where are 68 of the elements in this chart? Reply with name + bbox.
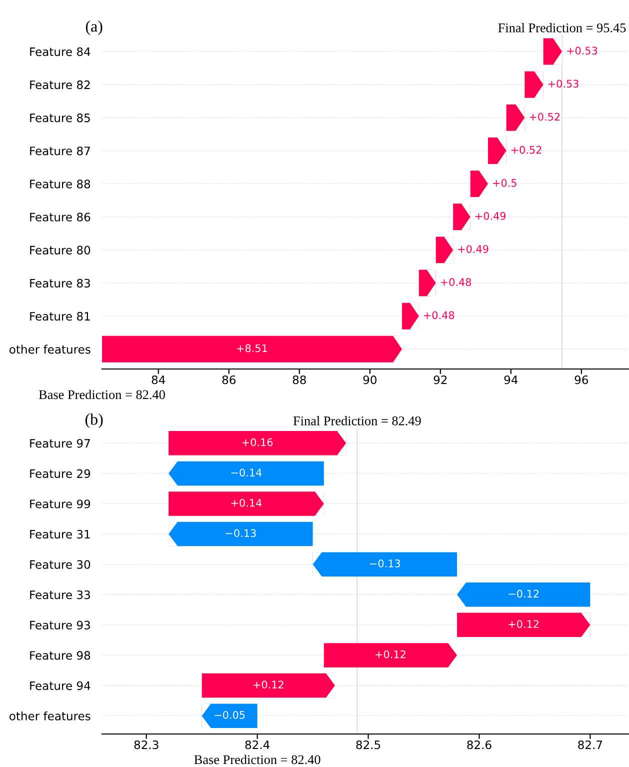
bar xyxy=(457,582,590,607)
x-tick-label: 82.5 xyxy=(356,740,380,750)
y-tick-label: Feature 29 xyxy=(30,469,90,478)
data-label: +0.49 xyxy=(458,245,488,253)
y-tick-label: Feature 98 xyxy=(30,651,90,660)
text: Base Prediction = 82.40 xyxy=(38,390,165,400)
data-label: +0.12 xyxy=(508,620,539,628)
y-tick-label: Feature 85 xyxy=(30,113,90,122)
y-tick-label: Feature 97 xyxy=(30,438,90,448)
y-tick-label: Feature 82 xyxy=(30,80,90,90)
x-tick-label: 92 xyxy=(434,375,447,384)
data-label: −0.12 xyxy=(508,590,539,598)
bar xyxy=(168,431,346,456)
y-tick-label: Feature 84 xyxy=(30,47,90,56)
data-label: −0.13 xyxy=(370,559,400,568)
x-tick-label: 90 xyxy=(363,375,376,384)
x-tick-label: 82.4 xyxy=(245,740,270,750)
bar xyxy=(202,673,335,698)
x-tick-label: 82.7 xyxy=(578,740,602,750)
x-tick-label: 86 xyxy=(222,375,236,384)
y-tick-label: Feature 31 xyxy=(30,530,90,539)
y-tick-label: Feature 33 xyxy=(30,590,90,600)
data-label: +0.12 xyxy=(254,680,284,689)
data-label: +0.48 xyxy=(440,278,472,286)
data-label: +0.52 xyxy=(530,112,560,121)
x-tick-label: 96 xyxy=(574,375,588,384)
bar xyxy=(168,492,324,516)
data-label: +0.16 xyxy=(242,438,273,446)
y-tick-label: Feature 83 xyxy=(30,278,90,288)
data-label: +0.49 xyxy=(475,212,506,220)
bar xyxy=(102,336,402,362)
data-label: +0.12 xyxy=(376,650,406,658)
data-label: +8.51 xyxy=(237,344,267,352)
y-tick-label: Feature 87 xyxy=(30,146,90,156)
y-tick-label: Feature 88 xyxy=(30,180,90,188)
x-tick-label: 82.3 xyxy=(134,740,158,750)
bar xyxy=(312,552,458,576)
bar xyxy=(168,461,324,486)
bar xyxy=(324,643,458,668)
data-label: +0.5 xyxy=(493,178,516,187)
y-tick-label: Feature 93 xyxy=(30,620,90,630)
data-label: +0.52 xyxy=(511,146,542,154)
text: Base Prediction = 82.40 xyxy=(194,754,320,764)
data-label: +0.53 xyxy=(548,80,578,88)
y-tick-label: other features xyxy=(10,711,90,720)
y-tick-label: other features xyxy=(10,344,90,354)
y-tick-label: Feature 99 xyxy=(30,500,90,508)
bar xyxy=(457,612,590,638)
y-tick-label: Feature 94 xyxy=(30,681,90,690)
x-tick-label: 94 xyxy=(504,375,518,384)
data-label: −0.05 xyxy=(214,710,245,719)
data-label: +0.48 xyxy=(424,311,454,320)
x-tick-label: 84 xyxy=(152,375,166,384)
y-tick-label: Feature 30 xyxy=(30,560,90,569)
data-label: −0.14 xyxy=(231,468,262,476)
ref-line-label: Final Prediction = 95.45 xyxy=(498,23,626,32)
chart-title: (a) xyxy=(86,20,102,35)
data-label: −0.13 xyxy=(226,529,256,538)
x-tick-label: 88 xyxy=(292,375,306,384)
data-label: +0.53 xyxy=(567,46,598,55)
y-tick-label: Feature 80 xyxy=(30,246,90,254)
ref-line-label: Final Prediction = 82.49 xyxy=(293,416,421,426)
y-tick-label: Feature 81 xyxy=(30,312,90,321)
x-tick-label: 82.6 xyxy=(467,740,492,750)
data-label: +0.14 xyxy=(231,498,262,507)
bar xyxy=(168,522,313,546)
chart-title: (b) xyxy=(85,414,103,428)
y-tick-label: Feature 86 xyxy=(30,212,90,222)
